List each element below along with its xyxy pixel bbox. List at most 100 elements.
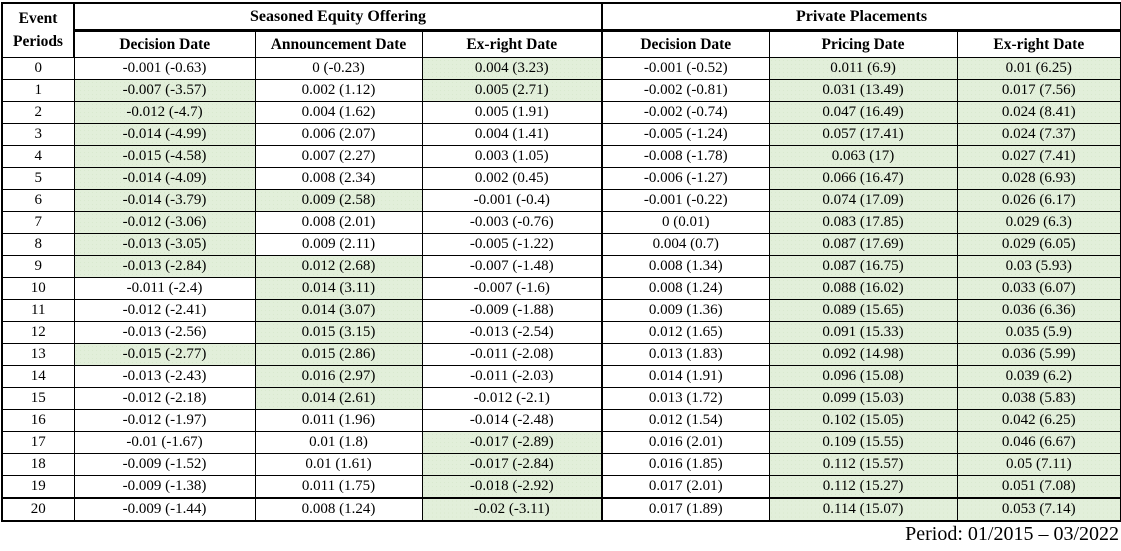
seo-ex-right-cell: -0.012 (-2.1): [421, 387, 603, 410]
event-period-cell: 12: [1, 321, 75, 344]
table-row: 14 -0.013 (-2.43) 0.016 (2.97) -0.011 (-2.0…: [1, 365, 1121, 388]
seo-announcement-cell: 0.014 (3.07): [254, 299, 423, 322]
pp-pricing-cell: 0.087 (17.69): [768, 233, 958, 256]
pp-decision-cell: 0.009 (1.36): [601, 299, 770, 322]
seo-ex-right-cell: -0.005 (-1.22): [421, 233, 603, 256]
seo-decision-cell: -0.014 (-4.09): [73, 167, 256, 190]
seo-announcement-cell: 0.004 (1.62): [254, 101, 423, 124]
pp-decision-cell: -0.001 (-0.52): [601, 57, 770, 80]
pp-decision-cell: 0.013 (1.83): [601, 343, 770, 366]
seo-ex-right-cell: -0.001 (-0.4): [421, 189, 603, 212]
event-period-cell: 3: [1, 123, 75, 146]
seo-decision-cell: -0.013 (-2.84): [73, 255, 256, 278]
pp-ex-right-cell: 0.026 (6.17): [956, 189, 1121, 212]
event-period-cell: 0: [1, 57, 75, 80]
pp-decision-cell: 0.004 (0.7): [601, 233, 770, 256]
pp-decision-cell: -0.002 (-0.74): [601, 101, 770, 124]
seo-ex-right-cell: -0.013 (-2.54): [421, 321, 603, 344]
event-period-cell: 1: [1, 79, 75, 102]
pp-decision-cell: -0.001 (-0.22): [601, 189, 770, 212]
event-periods-header-line1: Event: [18, 10, 58, 28]
seo-announcement-cell: 0.009 (2.58): [254, 189, 423, 212]
pp-pricing-cell: 0.083 (17.85): [768, 211, 958, 234]
seo-ex-right-cell: 0.004 (3.23): [421, 57, 603, 80]
event-period-cell: 14: [1, 365, 75, 388]
table-row: 15 -0.012 (-2.18) 0.014 (2.61) -0.012 (-2.1…: [1, 387, 1121, 410]
pp-ex-right-cell: 0.024 (7.37): [956, 123, 1121, 146]
table-row: 4 -0.015 (-4.58) 0.007 (2.27) 0.003 (1.05) -…: [1, 145, 1121, 168]
event-period-cell: 10: [1, 277, 75, 300]
seo-decision-cell: -0.012 (-4.7): [73, 101, 256, 124]
table-row: 3 -0.014 (-4.99) 0.006 (2.07) 0.004 (1.41) -…: [1, 123, 1121, 146]
pp-ex-right-cell: 0.027 (7.41): [956, 145, 1121, 168]
table-row: 13 -0.015 (-2.77) 0.015 (2.86) -0.011 (-2.0…: [1, 343, 1121, 366]
seo-announcement-cell: 0.016 (2.97): [254, 365, 423, 388]
group-header-row: Event Periods Seasoned Equity Offering P…: [1, 2, 1121, 58]
seo-ex-right-cell: -0.017 (-2.84): [421, 453, 603, 476]
pp-ex-right-cell: 0.035 (5.9): [956, 321, 1121, 344]
event-period-cell: 16: [1, 409, 75, 432]
pp-pricing-cell: 0.087 (16.75): [768, 255, 958, 278]
table-row: 19 -0.009 (-1.38) 0.011 (1.75) -0.018 (-2.9…: [1, 475, 1121, 499]
table-row: 12 -0.013 (-2.56) 0.015 (3.15) -0.013 (-2.5…: [1, 321, 1121, 344]
seo-decision-cell: -0.012 (-1.97): [73, 409, 256, 432]
event-period-cell: 2: [1, 101, 75, 124]
seo-ex-right-cell: -0.017 (-2.89): [421, 431, 603, 454]
pp-pricing-cell: 0.031 (13.49): [768, 79, 958, 102]
pp-pricing-cell: 0.057 (17.41): [768, 123, 958, 146]
col-header-pp-decision-date: Decision Date: [601, 30, 770, 58]
table-row: 17 -0.01 (-1.67) 0.01 (1.8) -0.017 (-2.89) 0…: [1, 431, 1121, 454]
table-row: 0 -0.001 (-0.63) 0 (-0.23) 0.004 (3.23) -0.0…: [1, 57, 1121, 80]
event-period-cell: 6: [1, 189, 75, 212]
pp-pricing-cell: 0.047 (16.49): [768, 101, 958, 124]
seo-decision-cell: -0.009 (-1.38): [73, 475, 256, 499]
pp-pricing-cell: 0.066 (16.47): [768, 167, 958, 190]
event-period-cell: 19: [1, 475, 75, 499]
pp-pricing-cell: 0.074 (17.09): [768, 189, 958, 212]
pp-ex-right-cell: 0.029 (6.05): [956, 233, 1121, 256]
col-header-seo-decision-date: Decision Date: [73, 30, 256, 58]
pp-ex-right-cell: 0.036 (6.36): [956, 299, 1121, 322]
table-row: 18 -0.009 (-1.52) 0.01 (1.61) -0.017 (-2.84…: [1, 453, 1121, 476]
seo-announcement-cell: 0.008 (2.34): [254, 167, 423, 190]
col-header-seo-ex-right-date: Ex-right Date: [421, 30, 603, 58]
seo-announcement-cell: 0.014 (3.11): [254, 277, 423, 300]
seo-announcement-cell: 0.015 (3.15): [254, 321, 423, 344]
table-row: 9 -0.013 (-2.84) 0.012 (2.68) -0.007 (-1.48…: [1, 255, 1121, 278]
pp-ex-right-cell: 0.029 (6.3): [956, 211, 1121, 234]
seo-announcement-cell: 0.006 (2.07): [254, 123, 423, 146]
pp-pricing-cell: 0.091 (15.33): [768, 321, 958, 344]
table-row: 16 -0.012 (-1.97) 0.011 (1.96) -0.014 (-2.4…: [1, 409, 1121, 432]
pp-pricing-cell: 0.112 (15.27): [768, 475, 958, 499]
pp-decision-cell: 0.014 (1.91): [601, 365, 770, 388]
pp-decision-cell: 0.012 (1.65): [601, 321, 770, 344]
seo-ex-right-cell: 0.002 (0.45): [421, 167, 603, 190]
event-period-cell: 4: [1, 145, 75, 168]
pp-ex-right-cell: 0.039 (6.2): [956, 365, 1121, 388]
seo-decision-cell: -0.007 (-3.57): [73, 79, 256, 102]
pp-pricing-cell: 0.092 (14.98): [768, 343, 958, 366]
pp-decision-cell: 0.013 (1.72): [601, 387, 770, 410]
event-period-cell: 9: [1, 255, 75, 278]
seo-ex-right-cell: 0.003 (1.05): [421, 145, 603, 168]
col-header-seo-announcement-date: Announcement Date: [254, 30, 423, 58]
pp-ex-right-cell: 0.042 (6.25): [956, 409, 1121, 432]
seo-decision-cell: -0.012 (-2.41): [73, 299, 256, 322]
table-body: 0 -0.001 (-0.63) 0 (-0.23) 0.004 (3.23) -0.0…: [1, 57, 1121, 522]
pp-ex-right-cell: 0.038 (5.83): [956, 387, 1121, 410]
seo-decision-cell: -0.013 (-2.43): [73, 365, 256, 388]
seo-announcement-cell: 0.008 (1.24): [254, 497, 423, 522]
pp-ex-right-cell: 0.017 (7.56): [956, 79, 1121, 102]
pp-decision-cell: 0.016 (2.01): [601, 431, 770, 454]
event-periods-header-line2: Periods: [13, 32, 63, 50]
table-row: 5 -0.014 (-4.09) 0.008 (2.34) 0.002 (0.45) -…: [1, 167, 1121, 190]
seo-announcement-cell: 0.009 (2.11): [254, 233, 423, 256]
pp-ex-right-cell: 0.03 (5.93): [956, 255, 1121, 278]
event-period-cell: 8: [1, 233, 75, 256]
pp-ex-right-cell: 0.028 (6.93): [956, 167, 1121, 190]
pp-ex-right-cell: 0.053 (7.14): [956, 497, 1121, 522]
pp-decision-cell: 0.012 (1.54): [601, 409, 770, 432]
seo-ex-right-cell: -0.007 (-1.48): [421, 255, 603, 278]
pp-decision-cell: 0.008 (1.24): [601, 277, 770, 300]
pp-ex-right-cell: 0.05 (7.11): [956, 453, 1121, 476]
